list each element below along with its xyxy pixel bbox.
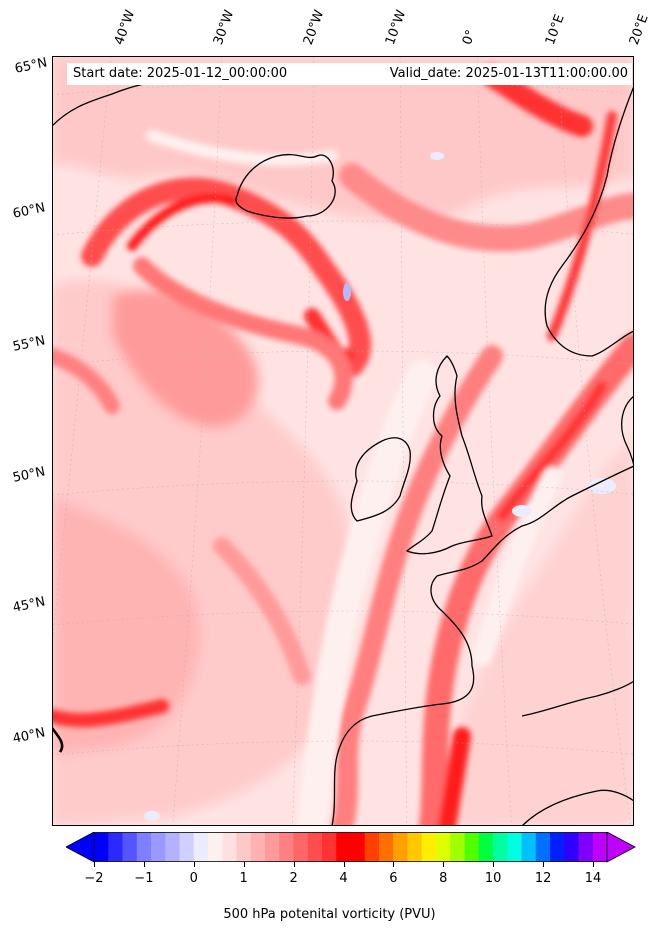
- colorbar-cell: [136, 832, 152, 862]
- colorbar-cell: [151, 832, 166, 862]
- colorbar-tick-mark: [443, 862, 445, 867]
- colorbar-cell: [336, 832, 351, 862]
- coast-france-iberia: [331, 465, 634, 826]
- colorbar-cell: [307, 832, 323, 862]
- colorbar-cell: [250, 832, 266, 862]
- colorbar-cell: [521, 832, 537, 862]
- lat-label-45n: 45°N: [11, 594, 47, 616]
- valid-date-label: Valid_date: 2025-01-13T11:00:00.00: [389, 66, 628, 81]
- colorbar-cell: [108, 832, 123, 862]
- pv-light-channels: [146, 130, 562, 826]
- colorbar-cell: [550, 832, 565, 862]
- colorbar-tick-label: 0: [189, 871, 198, 886]
- colorbar-cell: [179, 832, 195, 862]
- colorbar-tick-label: 12: [534, 871, 552, 886]
- coast-mediterranean: [521, 680, 634, 717]
- colorbar-tick-label: 6: [389, 871, 398, 886]
- colorbar-tick-mark: [543, 862, 545, 867]
- colorbar-tick-mark: [94, 862, 95, 867]
- colorbar-cell: [293, 832, 309, 862]
- lon-label-40w: 40°W: [111, 8, 139, 47]
- lat-label-40n: 40°N: [11, 725, 47, 747]
- colorbar-cell: [564, 832, 579, 862]
- info-bar: Start date: 2025-01-12_00:00:00 Valid_da…: [67, 63, 632, 85]
- colorbar-cell: [493, 832, 508, 862]
- lat-label-50n: 50°N: [11, 464, 47, 486]
- lon-label-10e: 10°E: [542, 12, 568, 48]
- colorbar-tick-mark: [143, 862, 145, 867]
- start-date-label: Start date: 2025-01-12_00:00:00: [73, 66, 288, 81]
- colorbar-cell: [193, 832, 209, 862]
- lon-label-10w: 10°W: [382, 8, 410, 47]
- colorbar-cell: [265, 832, 280, 862]
- colorbar-tick-label: −2: [84, 871, 104, 886]
- colorbar-cell: [393, 832, 408, 862]
- coast-iceland: [235, 153, 336, 219]
- colorbar-tick-label: 8: [439, 871, 448, 886]
- colorbar-tick-label: 14: [584, 871, 602, 886]
- coast-ireland: [350, 437, 411, 522]
- colorbar-cell: [364, 832, 380, 862]
- colorbar-tick-mark: [343, 862, 345, 867]
- colorbar-cell: [350, 832, 366, 862]
- colorbar-cell: [165, 832, 180, 862]
- colorbar-label: 500 hPa potenital vorticity (PVU): [223, 907, 436, 922]
- lat-label-65n: 65°N: [13, 55, 49, 77]
- colorbar-tick-mark: [493, 862, 495, 867]
- colorbar-cell: [436, 832, 451, 862]
- colorbar-cell: [322, 832, 337, 862]
- pv-filaments: [52, 65, 634, 826]
- colorbar-tick-mark: [243, 862, 245, 867]
- colorbar-tick-mark: [593, 862, 594, 867]
- colorbar-cell: [464, 832, 480, 862]
- colorbar-tick-mark: [293, 862, 295, 867]
- colorbar-tick-mark: [193, 862, 195, 867]
- pv-map: [52, 56, 634, 826]
- colorbar-cell: [592, 832, 608, 862]
- colorbar-tick-label: 4: [339, 871, 348, 886]
- coast-africa: [521, 789, 634, 826]
- colorbar-arrow-min: [66, 832, 95, 863]
- colorbar-cell: [379, 832, 394, 862]
- colorbar: [66, 832, 636, 863]
- lat-label-55n: 55°N: [11, 333, 47, 355]
- colorbar-cell: [421, 832, 437, 862]
- colorbar-tick-label: 1: [239, 871, 248, 886]
- coast-norway: [544, 85, 634, 357]
- lon-label-20e: 20°E: [626, 12, 652, 48]
- colorbar-arrow-max: [606, 832, 636, 863]
- coast-great-britain: [406, 355, 493, 555]
- colorbar-tick-mark: [393, 862, 395, 867]
- lon-label-0: 0°: [459, 27, 480, 47]
- lat-label-60n: 60°N: [11, 200, 47, 222]
- colorbar-tick-label: −1: [134, 871, 154, 886]
- colorbar-cell: [236, 832, 252, 862]
- colorbar-cell: [535, 832, 551, 862]
- lon-label-20w: 20°W: [300, 8, 328, 47]
- colorbar-cell: [407, 832, 423, 862]
- colorbar-cell: [222, 832, 237, 862]
- pv-negative-patches: [144, 152, 616, 821]
- colorbar-cell: [578, 832, 594, 862]
- lon-label-30w: 30°W: [210, 8, 238, 47]
- colorbar-cell: [450, 832, 465, 862]
- colorbar-cell: [478, 832, 494, 862]
- coast-azores: [52, 727, 64, 753]
- pv-broad-regions: [52, 56, 634, 826]
- colorbar-tick-label: 2: [289, 871, 298, 886]
- colorbar-cell: [208, 832, 223, 862]
- colorbar-cell: [507, 832, 522, 862]
- colorbar-cell: [279, 832, 294, 862]
- colorbar-cell: [122, 832, 138, 862]
- colorbar-cell: [94, 832, 109, 862]
- colorbar-tick-label: 10: [484, 871, 502, 886]
